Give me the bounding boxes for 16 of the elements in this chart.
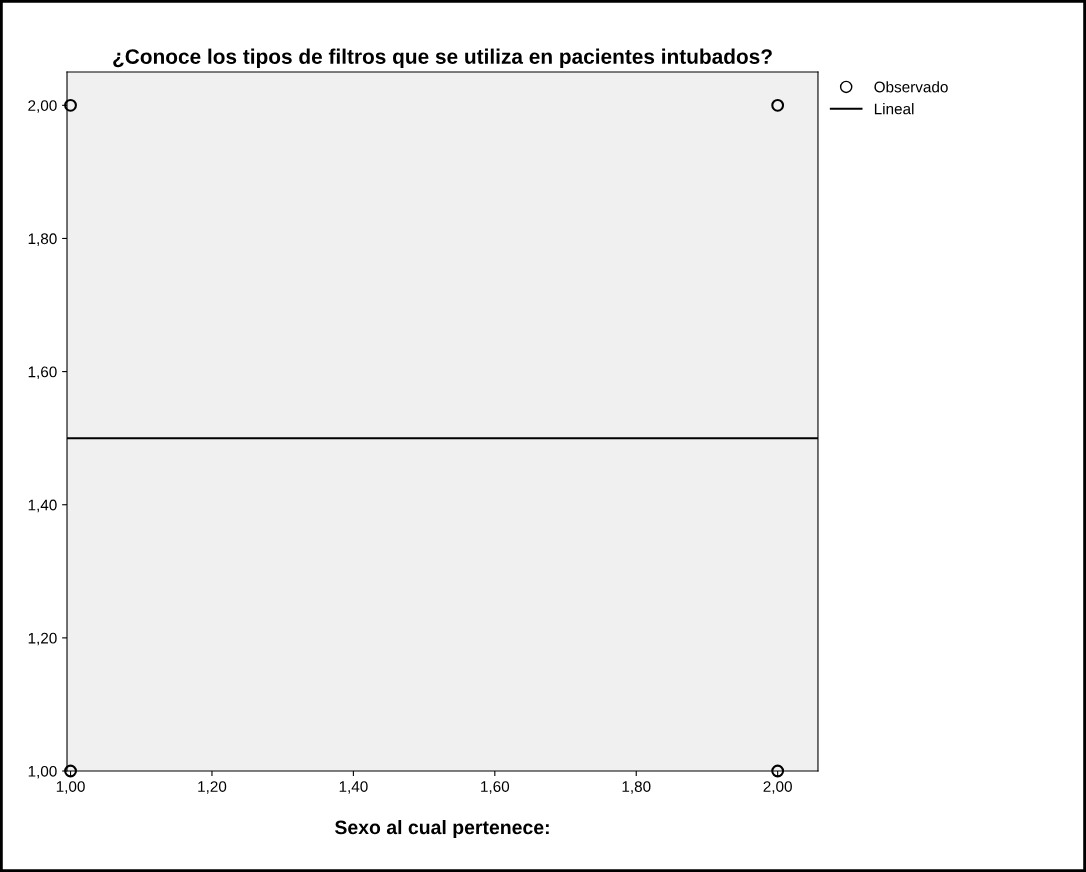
y-tick-label: 1,40 [28, 499, 57, 513]
legend-label: Lineal [874, 103, 914, 115]
y-tick-label: 1,60 [28, 366, 57, 380]
x-tick-label: 1,20 [198, 781, 227, 794]
x-tick-label: 1,00 [56, 781, 85, 794]
x-tick-label: 1,60 [481, 781, 510, 794]
y-tick-label: 1,00 [28, 765, 57, 779]
legend-label: Observado [874, 81, 948, 93]
x-tick-label: 2,00 [763, 781, 792, 794]
y-tick-label: 1,20 [28, 632, 57, 646]
x-axis-title: Sexo al cual pertenece: [334, 819, 549, 839]
y-tick-label: 2,00 [28, 100, 57, 113]
chart-title: ¿Conoce los tipos de filtros que se utiliza en pacientes intubados? [113, 48, 772, 69]
x-tick-label: 1,80 [622, 781, 651, 794]
y-tick-label: 1,80 [28, 233, 57, 246]
x-tick-label: 1,40 [339, 781, 368, 794]
